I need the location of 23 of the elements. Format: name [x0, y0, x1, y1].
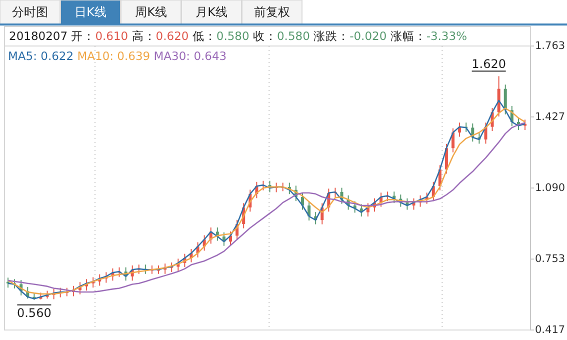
text: 0.620 [156, 29, 189, 43]
text: 涨跌： [310, 29, 350, 43]
y-tick-label: 1.090 [535, 182, 566, 194]
text: 0.580 [276, 29, 310, 43]
annotation: 0.560 [17, 306, 52, 320]
tab-bar: 分时图 日K线 周K线 月K线 前复权 [0, 0, 302, 24]
text: 高： [128, 29, 156, 43]
y-tick-label: 0.753 [535, 252, 566, 265]
text: -0.020 [350, 29, 387, 43]
text: 收： [249, 29, 277, 43]
y-tick-label: 0.417 [535, 324, 566, 336]
text: -3.33% [426, 29, 468, 43]
y-tick-label: 1.427 [535, 110, 566, 123]
text: 低： [188, 29, 216, 43]
annotation: 1.620 [472, 57, 506, 72]
text: 涨幅： [386, 29, 426, 43]
text: MA10: 0.639 [74, 49, 150, 63]
y-tick-label: 1.763 [535, 40, 566, 52]
text: 0.580 [216, 29, 250, 43]
text: MA30: 0.643 [150, 49, 227, 63]
text: 20180207 开： [9, 29, 96, 43]
text: 0.610 [95, 29, 128, 43]
text: MA5: 0.622 [8, 49, 74, 63]
